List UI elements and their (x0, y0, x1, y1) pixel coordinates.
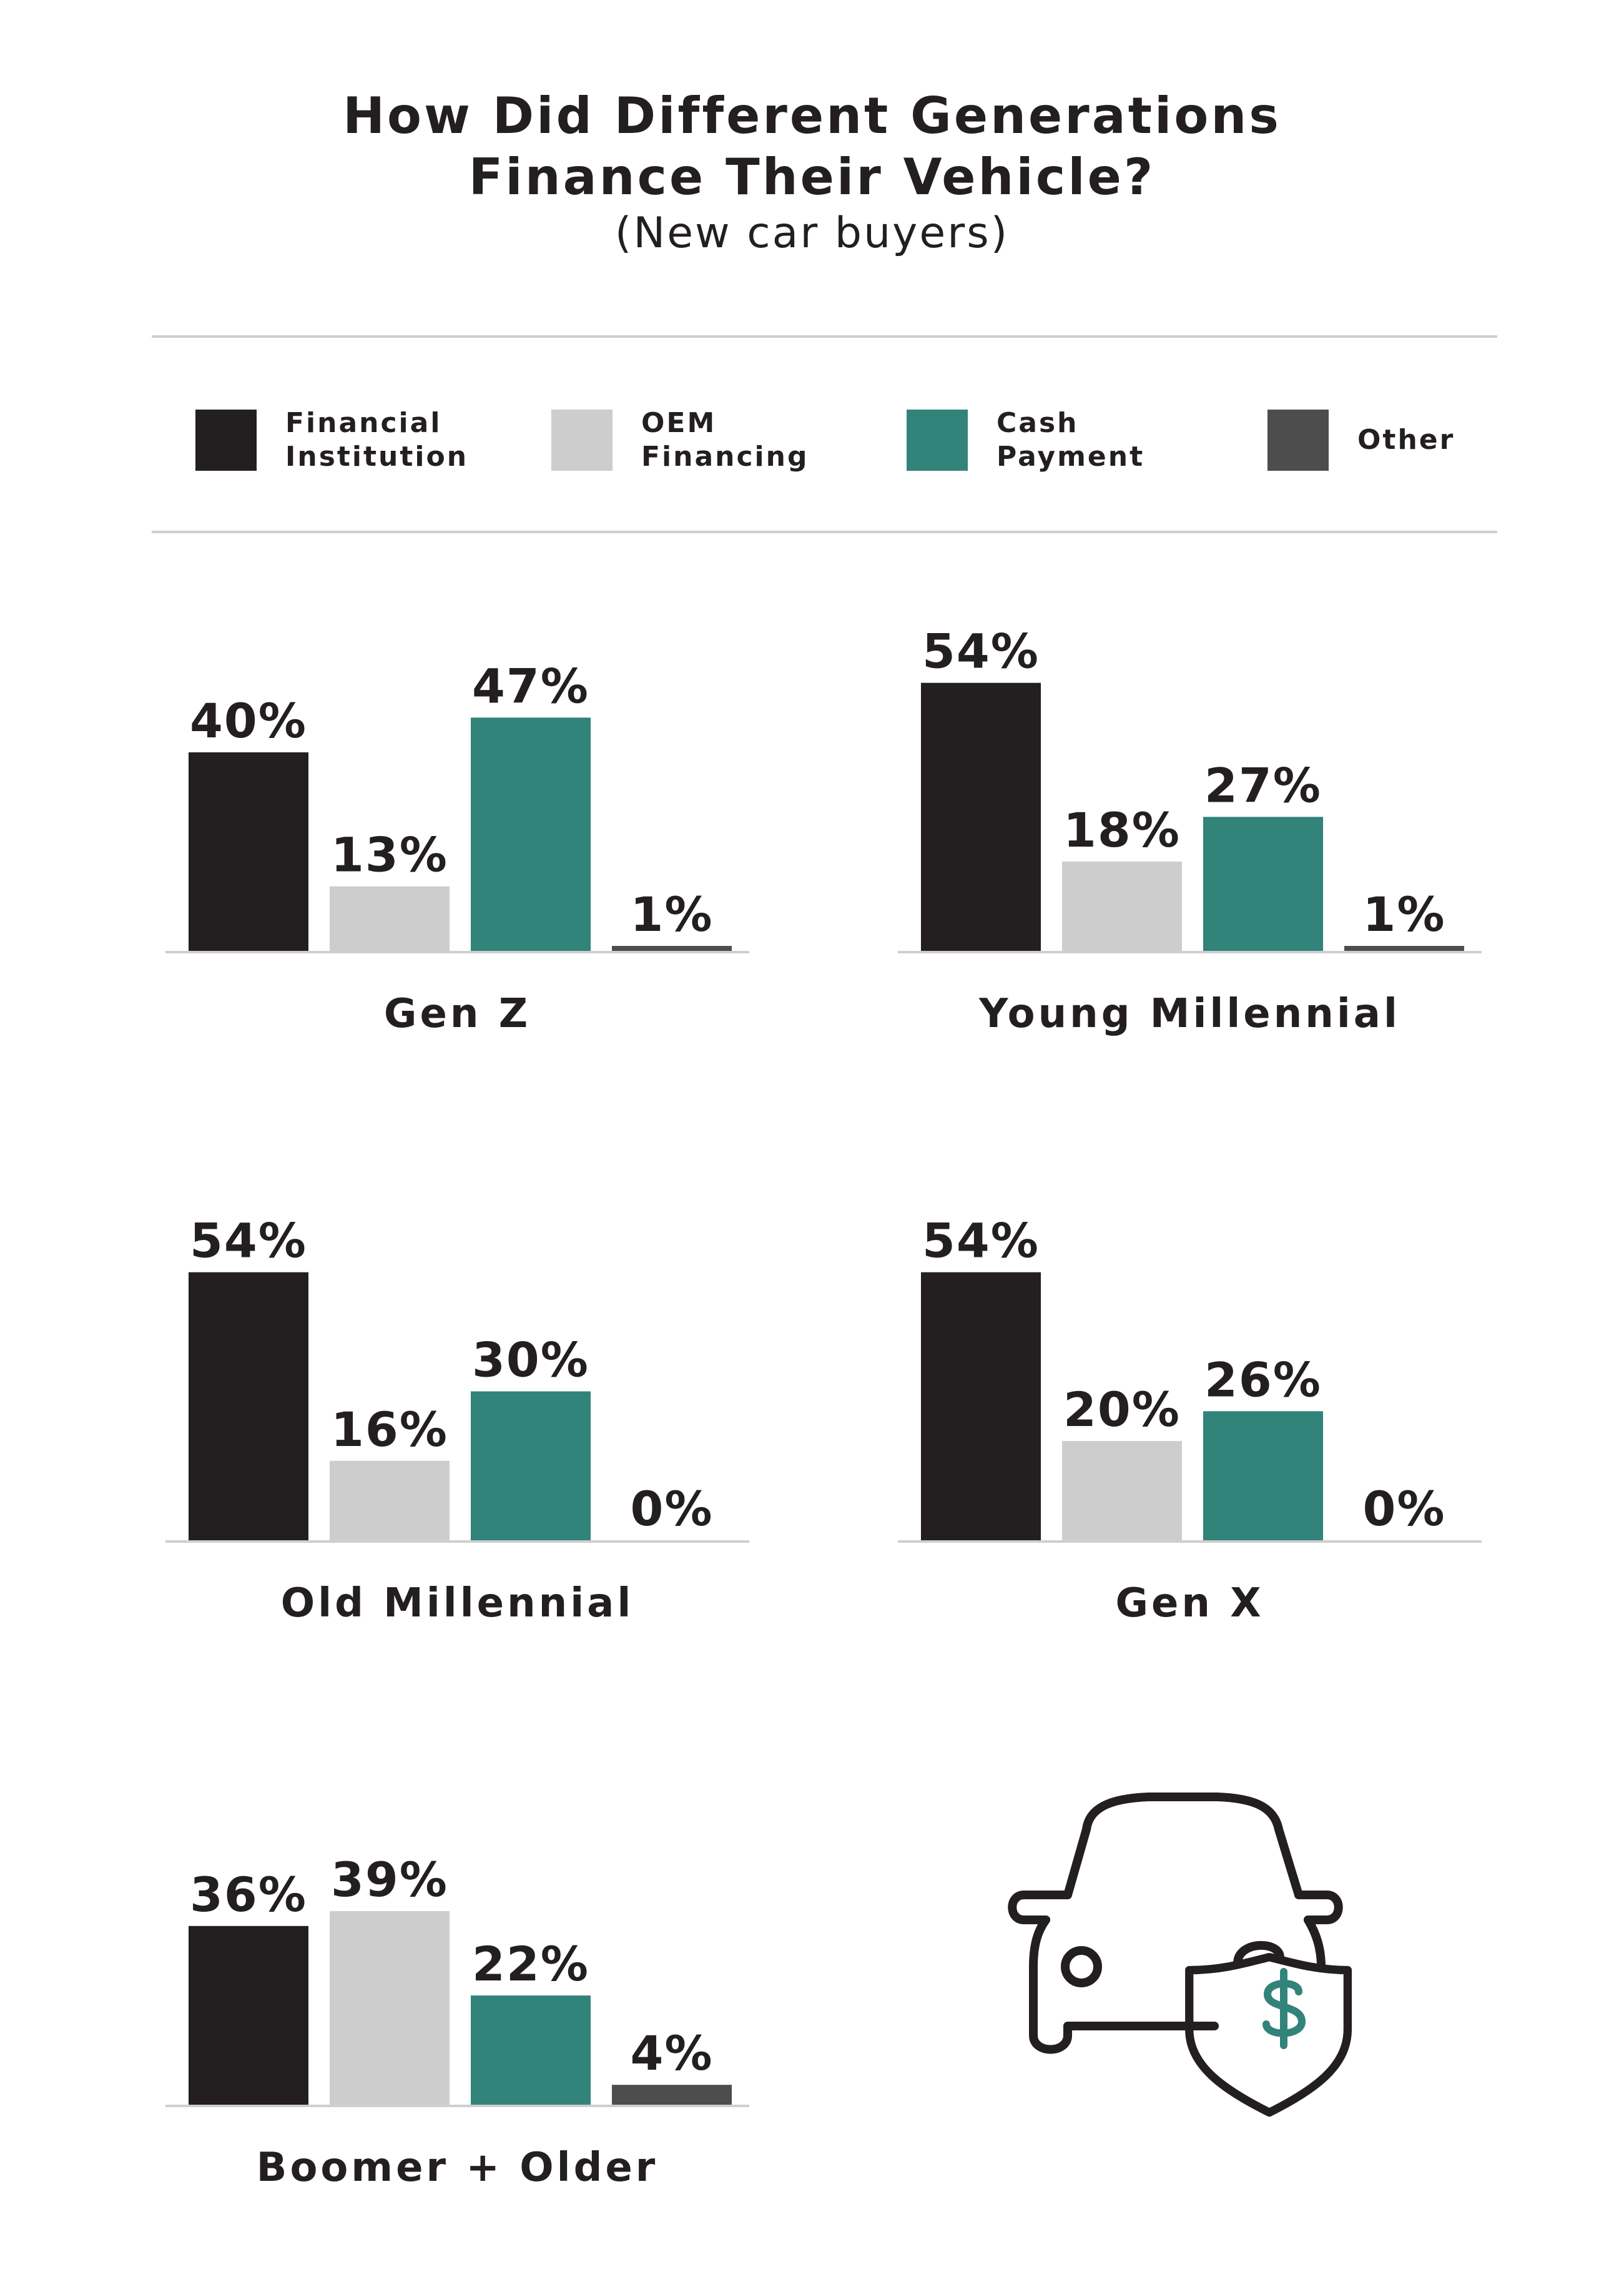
data-label-cash-payment: 27% (1204, 757, 1322, 813)
bar-financial-institution (921, 1272, 1041, 1540)
data-label-financial-institution: 54% (190, 1213, 307, 1269)
bar-financial-institution (921, 682, 1041, 951)
legend-swatch-financial-institution (195, 410, 257, 471)
bar-cash-payment (471, 1995, 591, 2105)
data-label-oem-financing: 16% (331, 1402, 448, 1457)
chart-group-label: Old Millennial (281, 1580, 634, 1626)
bar-cash-payment (1203, 1411, 1323, 1540)
bar-oem-financing (1062, 861, 1182, 951)
chart-subtitle: (New car buyers) (614, 209, 1010, 258)
data-label-other: 1% (1362, 887, 1445, 942)
chart-gen-z: 40% 13% 47% 1% Gen Z (165, 658, 749, 1037)
bar-other (1344, 946, 1464, 951)
bar-other (612, 946, 732, 951)
data-label-oem-financing: 20% (1063, 1382, 1181, 1437)
legend-label-other: Other (1357, 424, 1455, 456)
data-label-financial-institution: 54% (922, 624, 1040, 679)
chart-group-label: Boomer + Older (257, 2145, 659, 2191)
data-label-other: 0% (630, 1481, 713, 1537)
chart-young-millennial: 54% 18% 27% 1% Young Millennial (898, 624, 1482, 1037)
bar-oem-financing (330, 1911, 450, 2105)
data-label-cash-payment: 30% (472, 1332, 589, 1388)
bar-financial-institution (189, 752, 308, 951)
data-label-cash-payment: 22% (472, 1936, 589, 1992)
data-label-other: 0% (1362, 1481, 1445, 1537)
baseline-axis (165, 1540, 749, 1543)
car-with-dollar-shield-icon (1008, 1793, 1352, 2117)
data-label-oem-financing: 18% (1063, 802, 1181, 858)
baseline-axis (898, 951, 1482, 953)
bar-other (612, 2085, 732, 2105)
baseline-axis (165, 951, 749, 953)
legend-label-financial-institution: Financial Institution (285, 407, 469, 473)
chart-gen-x: 54% 20% 26% 0% Gen X (898, 1213, 1482, 1626)
data-label-financial-institution: 40% (190, 693, 307, 749)
bar-cash-payment (1203, 817, 1323, 951)
legend-label-cash-payment: Cash Payment (997, 407, 1145, 473)
data-label-financial-institution: 54% (922, 1213, 1040, 1269)
legend-swatch-cash-payment (907, 410, 968, 471)
bar-oem-financing (330, 886, 450, 951)
chart-group-label: Gen X (1115, 1580, 1264, 1626)
bar-cash-payment (471, 1391, 591, 1540)
data-label-financial-institution: 36% (190, 1867, 307, 1922)
legend-swatch-oem-financing (551, 410, 613, 471)
legend-top-divider (152, 335, 1497, 338)
bar-oem-financing (330, 1460, 450, 1540)
chart-old-millennial: 54% 16% 30% 0% Old Millennial (165, 1213, 749, 1626)
chart-title-line-1: How Did Different Generations (343, 87, 1281, 145)
chart-group-label: Young Millennial (978, 991, 1400, 1037)
bar-financial-institution (189, 1272, 308, 1540)
legend-label-oem-financing: OEM Financing (641, 407, 809, 473)
bar-financial-institution (189, 1925, 308, 2105)
data-label-other: 1% (630, 887, 713, 942)
chart-title-line-2: Finance Their Vehicle? (468, 148, 1156, 206)
bar-oem-financing (1062, 1441, 1182, 1540)
legend-bottom-divider (152, 531, 1497, 533)
data-label-cash-payment: 47% (472, 658, 589, 714)
data-label-other: 4% (630, 2025, 713, 2081)
baseline-axis (165, 2105, 749, 2107)
data-label-cash-payment: 26% (1204, 1352, 1322, 1407)
data-label-oem-financing: 39% (331, 1852, 448, 1907)
bar-cash-payment (471, 717, 591, 951)
chart-group-label: Gen Z (384, 991, 531, 1037)
chart-boomer-older: 36% 39% 22% 4% Boomer + Older (165, 1852, 749, 2191)
data-label-oem-financing: 13% (331, 827, 448, 883)
legend-swatch-other (1267, 410, 1329, 471)
baseline-axis (898, 1540, 1482, 1543)
